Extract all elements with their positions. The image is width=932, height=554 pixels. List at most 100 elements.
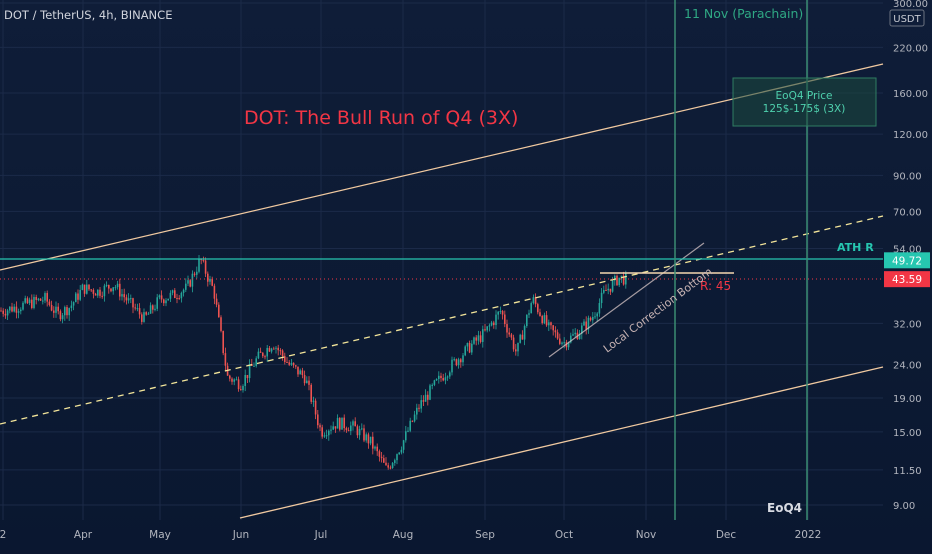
target-box[interactable] [732,77,877,127]
candle-body [163,299,165,304]
candle-body [72,302,75,306]
time-tick-label: Aug [393,529,414,541]
candle-body [42,300,44,302]
candle-body [257,351,260,359]
candle-body [196,271,198,275]
candle-body [132,298,134,308]
candle-body [270,348,273,352]
candle-body [4,313,7,316]
candle-body [501,311,504,315]
candle-body [356,426,359,436]
price-badge-label: 49.72 [892,255,922,267]
candle-body [103,285,106,297]
candle-body [550,322,552,326]
candle-body [244,374,246,386]
candle-body [281,350,284,357]
candle-body [138,308,141,315]
candle-body [600,292,603,304]
candle-body [288,362,290,365]
candle-body [292,362,295,366]
candle-body [578,333,581,340]
candle-body [83,284,86,294]
candle-body [334,426,337,429]
candle-body [528,313,530,315]
candle-body [383,458,385,463]
candle-body [625,272,627,285]
candle-body [512,337,515,350]
candle-body [587,317,590,330]
candle-body [110,288,112,292]
candle-body [167,298,169,301]
candle-body [77,293,79,300]
candle-body [277,347,279,351]
candle-body [57,306,59,312]
candle-body [264,356,266,358]
channel-midline[interactable] [0,215,884,425]
candle-body [429,385,431,400]
candle-body [523,326,526,340]
candle-body [66,307,68,316]
candle-body [70,305,73,309]
candle-body [218,304,220,318]
candle-body [616,275,618,286]
candle-body [581,325,583,334]
candle-body [358,429,361,436]
candle-body [319,425,321,428]
candle-body [519,334,521,343]
candle-body [394,460,396,463]
candle-body [68,308,70,316]
candle-body [592,317,594,321]
candle-body [246,374,249,379]
candle-body [387,465,389,468]
currency-badge[interactable] [889,9,925,27]
candle-body [125,297,128,301]
candle-body [416,407,418,415]
candle-body [255,358,257,366]
candle-body [495,314,497,326]
candle-body [259,351,262,353]
candle-body [567,342,570,348]
local-correction-trendline[interactable] [548,242,705,358]
candle-body [605,289,607,291]
candle-body [268,347,271,352]
candle-body [482,329,484,342]
candle-body [204,260,207,274]
grid [0,0,883,520]
price-tick-label: 90.00 [893,171,922,182]
candle-body [213,285,216,299]
candle-body [182,289,185,293]
candle-body [618,277,620,286]
overlays: EoQ4 Price 125$-175$ (3X) 11 Nov (Parach… [0,0,884,520]
candle-body [510,334,513,338]
candle-body [17,311,20,313]
candle-body [574,332,576,335]
candle-body [614,275,616,281]
symbol-line[interactable]: DOT / TetherUS, 4h, BINANCE [4,8,173,22]
candle-body [477,335,480,341]
time-tick-label: Dec [716,529,737,541]
candle-body [466,342,469,347]
candle-body [380,456,383,459]
candle-body [152,305,154,310]
candle-body [11,306,13,312]
candle-body [462,355,464,363]
candle-body [409,420,411,431]
price-tick-label: 70.00 [893,207,922,218]
candle-body [328,430,330,436]
candle-body [156,297,158,309]
candle-body [611,280,614,292]
candle-body [286,361,288,363]
channel-lower-line[interactable] [239,366,884,519]
time-tick-label: 2 [0,529,6,541]
time-axis[interactable]: 2 Apr May Jun Jul Aug Sep Oct Nov Dec 2022 [0,529,821,541]
price-axis[interactable]: 300.00 220.00 160.00 120.00 90.00 70.00 54.00 3… [884,0,930,512]
candle-body [222,330,224,354]
candle-body [237,379,240,390]
candle-body [420,400,422,409]
candle-body [526,314,528,327]
candle-body [490,322,493,326]
candle-body [471,343,473,353]
candle-body [314,400,317,415]
candle-body [15,306,18,313]
